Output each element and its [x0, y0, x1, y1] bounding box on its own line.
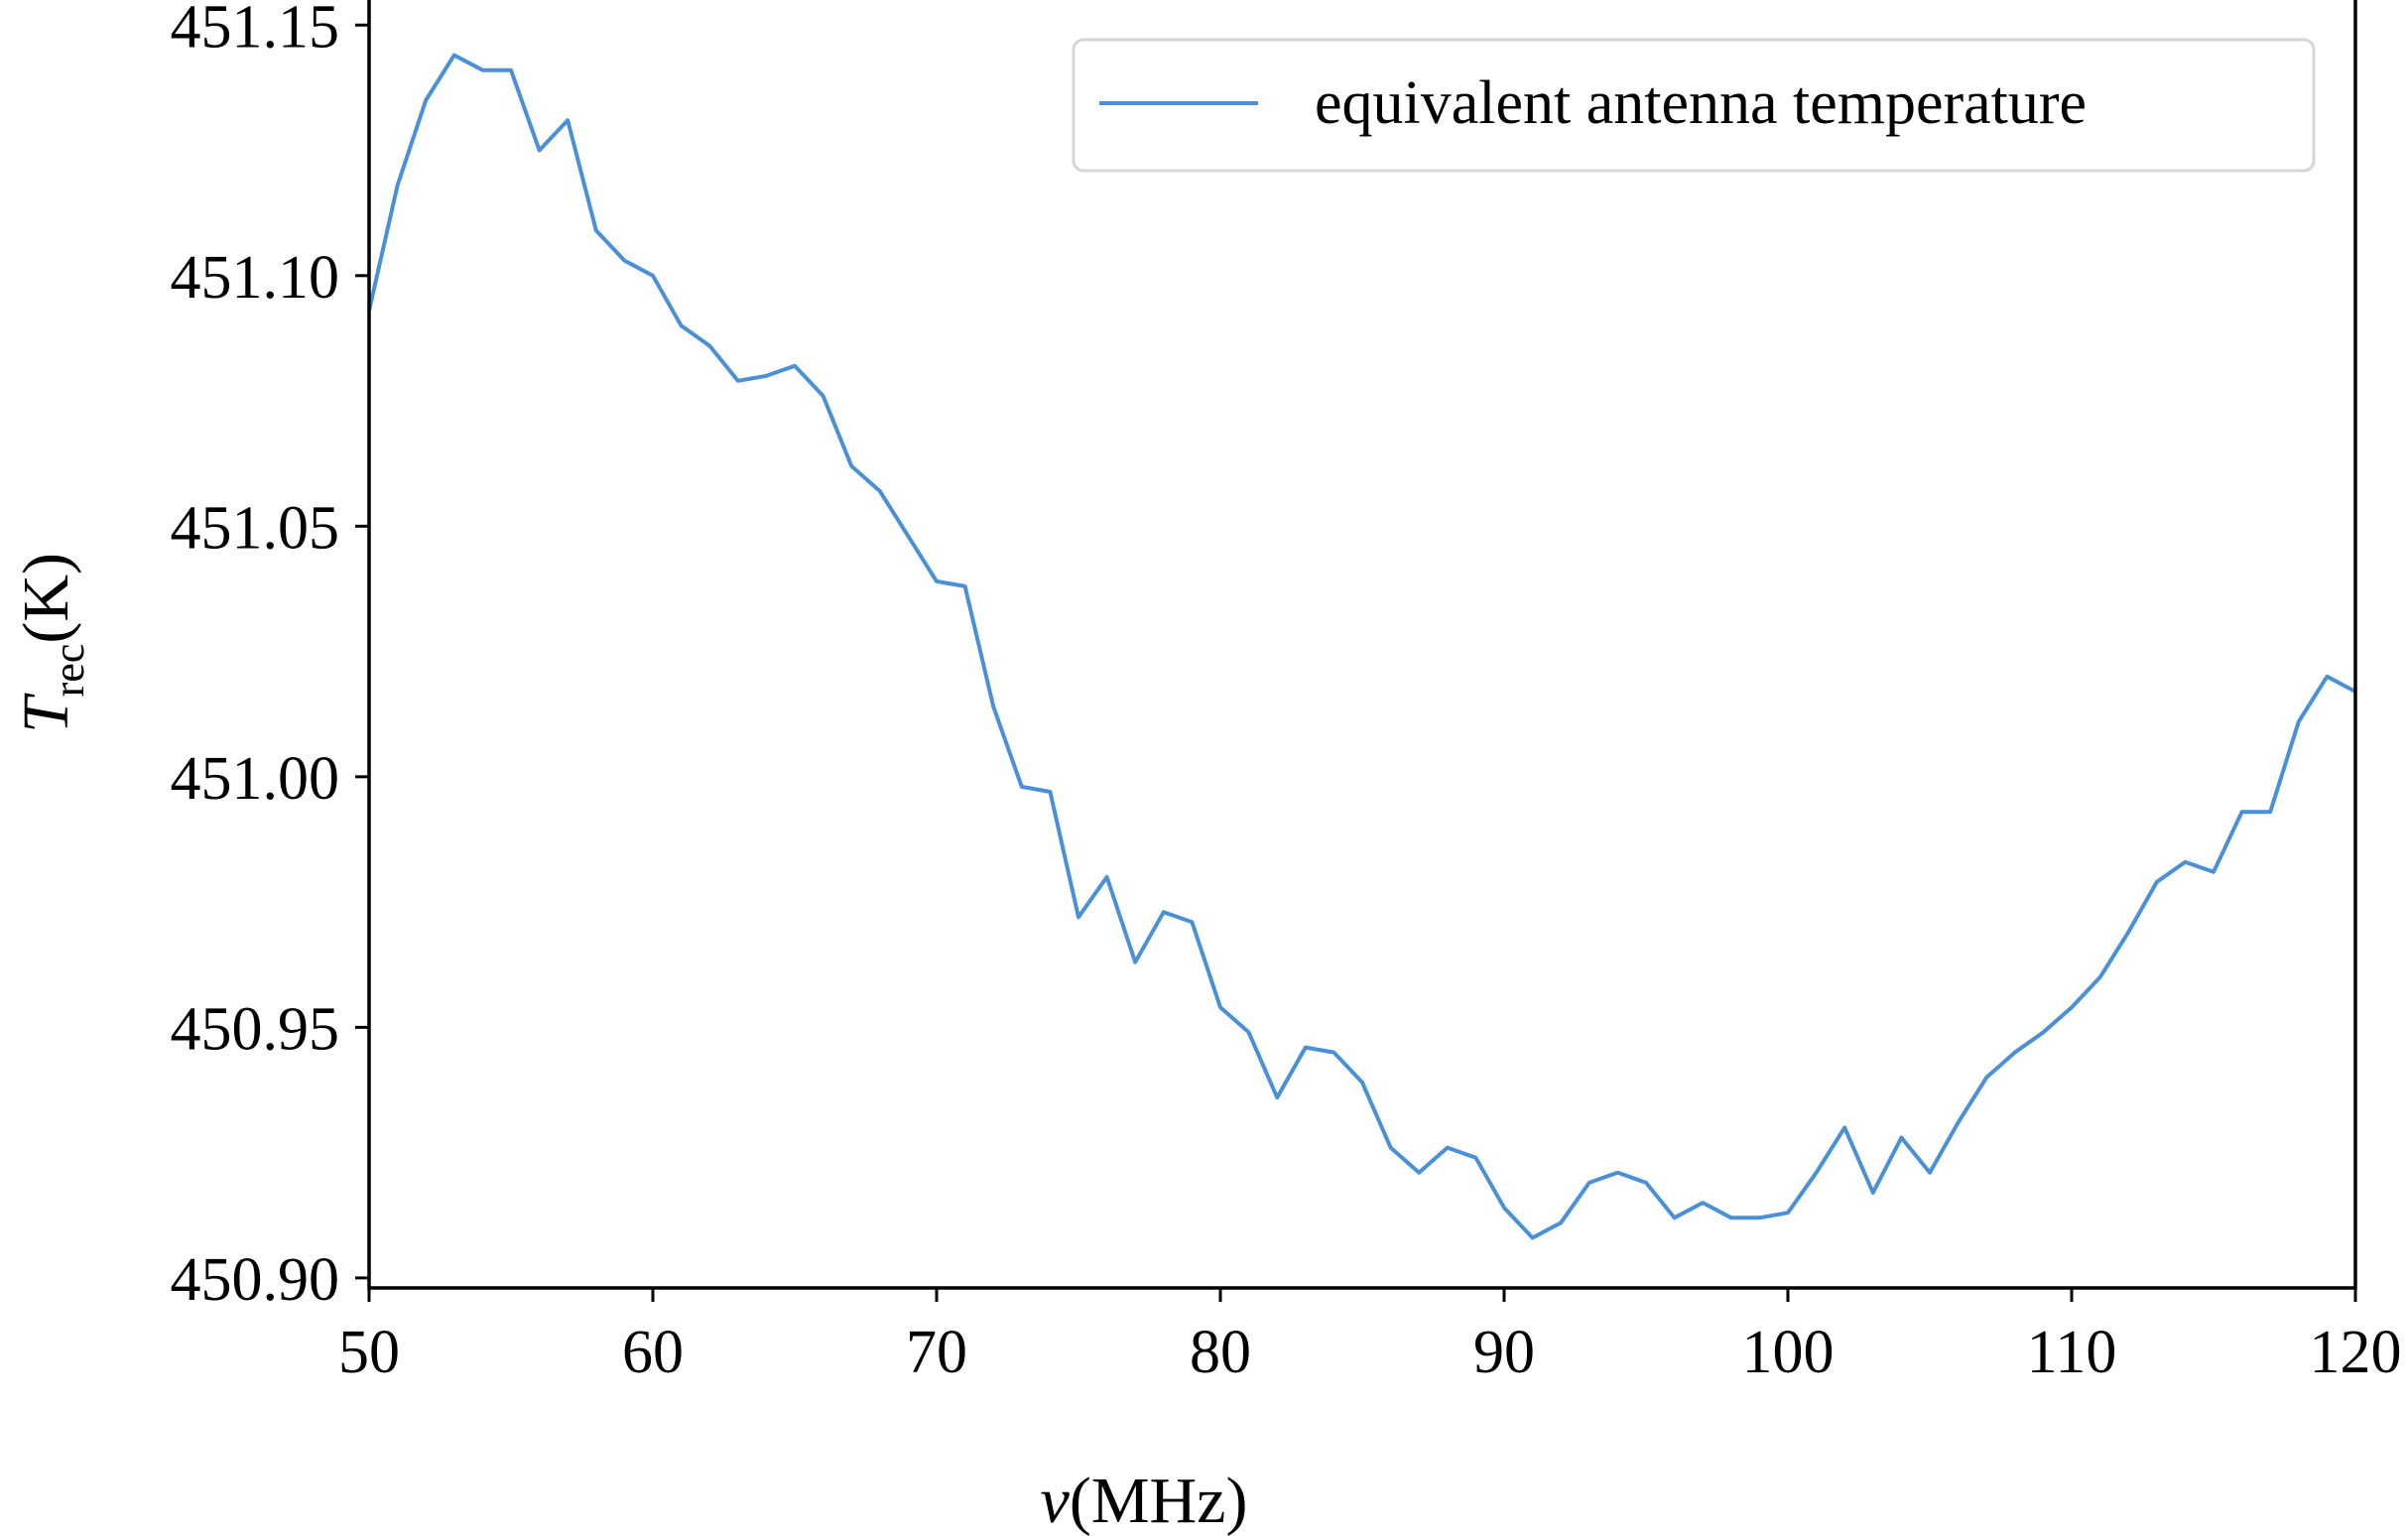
y-axis-label-subscript: rec — [45, 644, 93, 698]
y-axis-ticks: 450.90 450.95 451.00 451.05 451.10 451.15 — [171, 0, 369, 1314]
x-tick-label: 80 — [1190, 1319, 1251, 1386]
y-tick-label: 450.95 — [171, 995, 340, 1063]
legend-label: equivalent antenna temperature — [1315, 69, 2087, 137]
x-axis-label-symbol: ν — [1041, 1465, 1071, 1536]
y-axis-label-symbol: T — [10, 693, 82, 733]
x-tick-label: 90 — [1473, 1319, 1535, 1386]
x-tick-label: 120 — [2310, 1319, 2402, 1386]
y-tick-label: 451.00 — [171, 745, 340, 813]
x-tick-label: 100 — [1742, 1319, 1835, 1386]
y-tick-label: 451.15 — [171, 0, 340, 61]
x-axis-label: ν(MHz) — [1041, 1465, 1248, 1536]
x-tick-label: 70 — [906, 1319, 967, 1386]
x-axis-ticks: 50 60 70 80 90 100 110 120 — [338, 1288, 2402, 1386]
x-axis-label-unit: (MHz) — [1070, 1465, 1248, 1536]
x-tick-label: 50 — [338, 1319, 400, 1386]
x-tick-label: 60 — [622, 1319, 684, 1386]
plot-frame — [367, 0, 2357, 1290]
y-axis-label: Trec(K) — [10, 553, 93, 733]
y-tick-label: 450.90 — [171, 1246, 340, 1314]
legend-box — [1072, 38, 2316, 173]
y-tick-label: 451.10 — [171, 244, 340, 312]
y-tick-label: 451.05 — [171, 494, 340, 562]
series-layer — [367, 53, 2356, 1240]
x-tick-label: 110 — [2027, 1319, 2117, 1386]
legend: equivalent antenna temperature — [1072, 38, 2316, 173]
series-line — [367, 53, 2356, 1240]
y-axis-label-unit: (K) — [10, 553, 82, 644]
